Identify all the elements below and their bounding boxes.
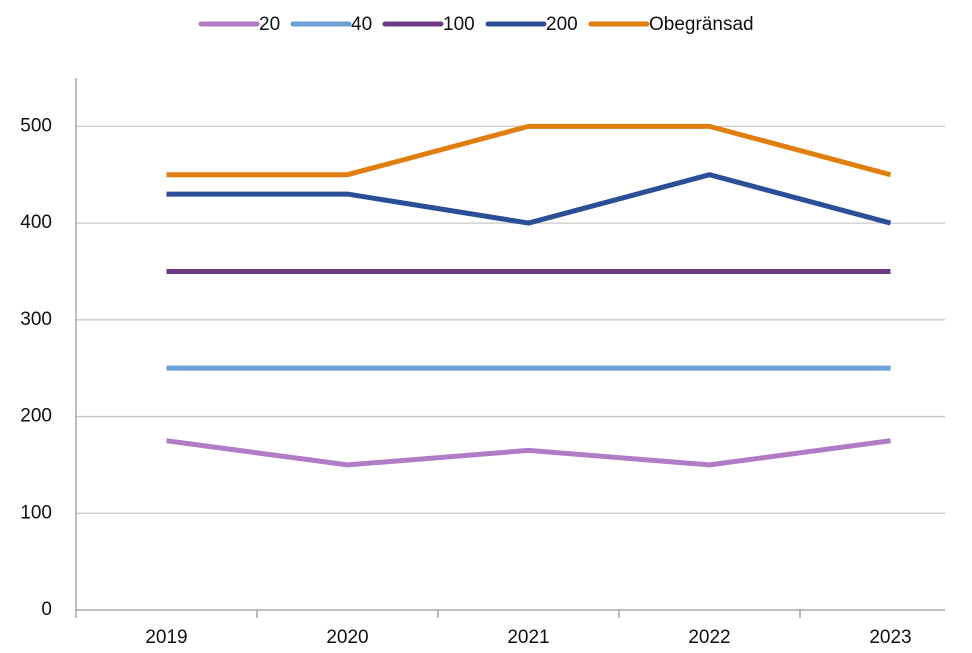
y-tick-label: 0 xyxy=(41,599,52,620)
y-tick-label: 400 xyxy=(20,212,52,233)
x-tick-label: 2021 xyxy=(507,627,549,648)
x-tick-label: 2019 xyxy=(145,627,187,648)
y-tick-label: 100 xyxy=(20,502,52,523)
x-tick-label: 2020 xyxy=(326,627,368,648)
y-tick-label: 300 xyxy=(20,309,52,330)
legend-label: 200 xyxy=(546,14,578,35)
y-tick-label: 200 xyxy=(20,406,52,427)
legend-label: Obegränsad xyxy=(649,14,754,35)
legend-label: 40 xyxy=(351,14,372,35)
x-tick-label: 2023 xyxy=(869,627,911,648)
series-line xyxy=(166,123,892,178)
legend-label: 100 xyxy=(443,14,475,35)
series-line xyxy=(166,438,891,468)
y-tick-label: 500 xyxy=(20,115,52,136)
series-line xyxy=(166,172,892,226)
x-tick-label: 2022 xyxy=(688,627,730,648)
legend-label: 20 xyxy=(259,14,280,35)
